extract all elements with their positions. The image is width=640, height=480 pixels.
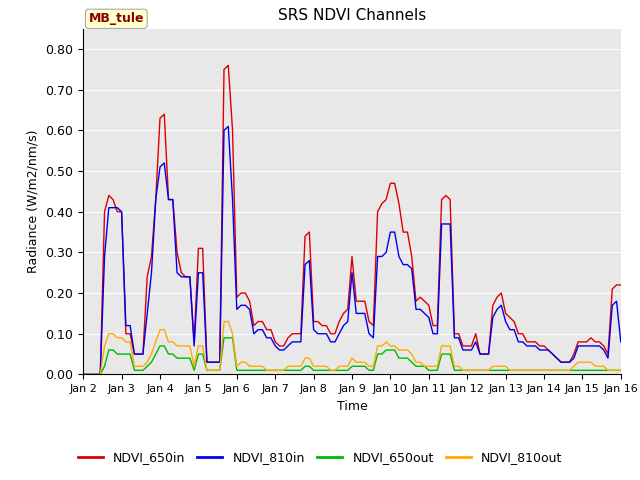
Title: SRS NDVI Channels: SRS NDVI Channels (278, 9, 426, 24)
Text: MB_tule: MB_tule (88, 12, 144, 25)
Legend: NDVI_650in, NDVI_810in, NDVI_650out, NDVI_810out: NDVI_650in, NDVI_810in, NDVI_650out, NDV… (72, 446, 568, 469)
Y-axis label: Radiance (W/m2/nm/s): Radiance (W/m2/nm/s) (27, 130, 40, 273)
X-axis label: Time: Time (337, 400, 367, 413)
